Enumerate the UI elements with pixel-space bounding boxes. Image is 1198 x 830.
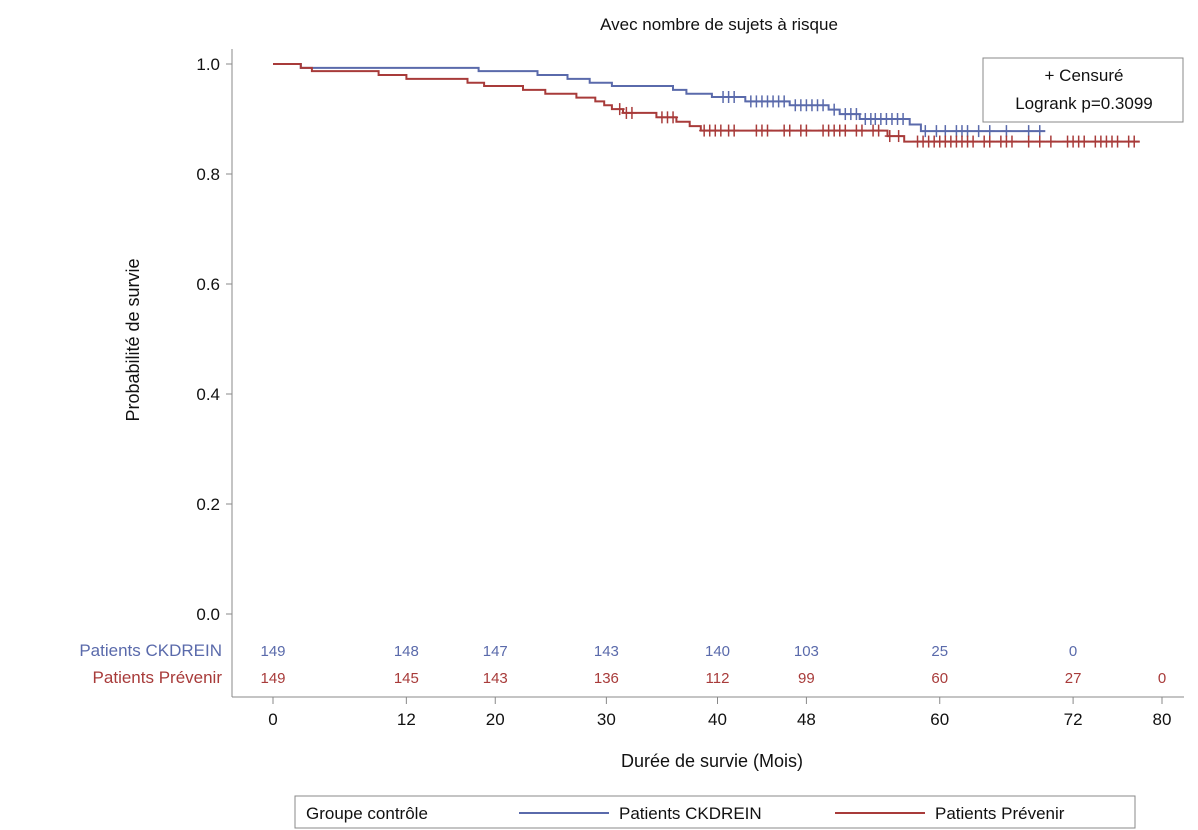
at-risk-count: 140 <box>705 643 730 660</box>
censor-mark <box>1112 135 1123 148</box>
legend-label-prevenir: Patients Prévenir <box>935 804 1065 823</box>
censor-mark <box>614 103 625 116</box>
censor-mark <box>1023 135 1034 148</box>
censor-mark <box>1045 135 1056 148</box>
at-risk-count: 27 <box>1065 670 1082 687</box>
censor-mark <box>984 125 995 138</box>
censor-mark <box>1034 135 1045 148</box>
censor-mark <box>1079 135 1090 148</box>
y-tick-label: 1.0 <box>196 55 220 74</box>
legend-frame <box>294 795 1136 829</box>
censor-mark <box>1129 135 1140 148</box>
legend-title: Groupe contrôle <box>306 804 428 823</box>
at-risk-count: 112 <box>706 670 730 687</box>
censor-mark <box>840 124 851 137</box>
inset-box: + Censuré Logrank p=0.3099 <box>982 57 1184 123</box>
censor-mark <box>851 108 862 121</box>
x-tick-label: 80 <box>1153 710 1172 729</box>
censor-mark <box>920 125 931 138</box>
legend: Groupe contrôle Patients CKDREIN Patient… <box>294 795 1136 829</box>
at-risk-count: 0 <box>1158 670 1166 687</box>
censor-mark <box>626 106 637 119</box>
censor-mark <box>729 91 740 103</box>
censor-mark <box>1001 125 1012 138</box>
survival-curve-prevenir <box>273 63 1140 143</box>
at-risk-count: 143 <box>483 670 508 687</box>
logrank-label: Logrank p=0.3099 <box>1015 94 1153 113</box>
censor-mark <box>784 124 795 137</box>
at-risk-label-ckdrein: Patients CKDREIN <box>79 641 222 660</box>
censor-mark <box>873 124 884 137</box>
censor-mark <box>884 130 895 143</box>
y-tick-label: 0.8 <box>196 165 220 184</box>
censor-mark <box>668 111 679 124</box>
y-tick-label: 0.4 <box>196 385 220 404</box>
x-tick-label: 30 <box>597 710 616 729</box>
censor-mark <box>984 135 995 148</box>
censor-mark <box>968 135 979 148</box>
x-tick-label: 72 <box>1064 710 1083 729</box>
at-risk-count: 60 <box>931 670 948 687</box>
censor-mark <box>779 95 790 108</box>
at-risk-count: 99 <box>798 670 815 687</box>
x-tick-label: 20 <box>486 710 505 729</box>
y-tick-label: 0.0 <box>196 605 220 624</box>
at-risk-count: 103 <box>794 643 819 660</box>
inset-frame <box>982 57 1184 123</box>
censor-mark <box>1034 125 1045 138</box>
censor-mark <box>801 124 812 137</box>
y-axis-ticks: 0.0 0.2 0.4 0.6 0.8 1.0 <box>196 55 232 624</box>
y-tick-label: 0.6 <box>196 275 220 294</box>
censor-mark <box>973 125 984 138</box>
censor-legend-label: + Censuré <box>1045 66 1124 85</box>
at-risk-count: 149 <box>260 670 285 687</box>
at-risk-count: 149 <box>260 643 285 660</box>
survival-curves <box>273 63 1140 143</box>
censor-mark <box>931 125 942 138</box>
censor-mark <box>1023 125 1034 138</box>
censor-mark <box>1006 135 1017 148</box>
x-tick-label: 48 <box>797 710 816 729</box>
survival-curve-ckdrein <box>273 63 1046 133</box>
at-risk-table: Patients CKDREIN Patients Prévenir 149 14… <box>79 641 1166 687</box>
censor-mark <box>940 125 951 138</box>
at-risk-count: 136 <box>594 670 619 687</box>
censor-mark <box>829 103 840 116</box>
x-axis-ticks: 0 12 20 30 40 48 60 72 80 <box>268 697 1171 729</box>
at-risk-count: 0 <box>1069 643 1077 660</box>
x-axis-label: Durée de survie (Mois) <box>621 751 803 771</box>
censor-mark <box>856 124 867 137</box>
censor-mark <box>893 130 904 143</box>
at-risk-count: 147 <box>483 643 508 660</box>
censor-mark <box>962 125 973 138</box>
at-risk-count: 25 <box>931 643 948 660</box>
chart-subtitle: Avec nombre de sujets à risque <box>600 15 838 34</box>
at-risk-count: 143 <box>594 643 619 660</box>
at-risk-count: 148 <box>394 643 419 660</box>
y-axis-label: Probabilité de survie <box>123 258 143 421</box>
censor-mark <box>818 99 829 112</box>
at-risk-count: 145 <box>394 670 419 687</box>
x-tick-label: 40 <box>708 710 727 729</box>
plot-area <box>231 49 1184 698</box>
censor-mark <box>898 113 909 125</box>
censor-marks <box>614 91 1140 148</box>
x-tick-label: 0 <box>268 710 277 729</box>
y-tick-label: 0.2 <box>196 495 220 514</box>
x-tick-label: 12 <box>397 710 416 729</box>
censor-mark <box>762 124 773 137</box>
x-tick-label: 60 <box>930 710 949 729</box>
legend-label-ckdrein: Patients CKDREIN <box>619 804 762 823</box>
censor-mark <box>729 124 740 137</box>
at-risk-label-prevenir: Patients Prévenir <box>93 668 223 687</box>
